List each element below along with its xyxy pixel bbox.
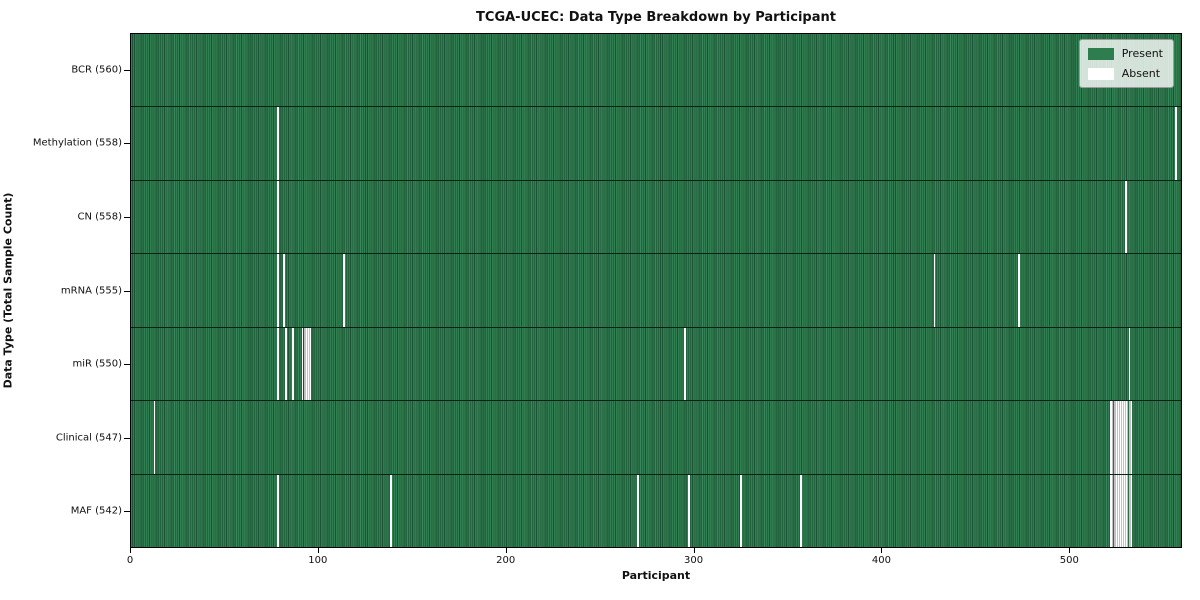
absent-stripe <box>740 474 743 547</box>
absent-stripe <box>1130 401 1133 474</box>
absent-stripe <box>389 474 392 547</box>
absent-stripe <box>1124 180 1127 254</box>
absent-stripe <box>1111 474 1114 547</box>
y-tick-label: miR (550) <box>72 358 122 370</box>
y-axis-label: Data Type (Total Sample Count) <box>1 192 15 389</box>
y-tick-label: MAF (542) <box>70 505 122 517</box>
absent-stripe <box>1121 474 1123 547</box>
x-tick-mark <box>505 548 507 553</box>
heatmap-row-clinical <box>131 401 1181 475</box>
absent-stripe <box>1124 474 1127 547</box>
present-swatch <box>1087 47 1114 60</box>
absent-stripe <box>1111 401 1114 474</box>
absent-stripe <box>1119 401 1121 474</box>
absent-stripe <box>1109 474 1112 547</box>
absent-stripe <box>1128 474 1131 547</box>
y-tick-mark <box>124 511 130 513</box>
heatmap-row-mrna <box>131 254 1181 328</box>
legend-item-present: Present <box>1087 47 1163 60</box>
absent-stripe <box>1119 474 1121 547</box>
absent-stripe <box>277 180 280 254</box>
absent-stripe <box>305 327 308 401</box>
absent-stripe <box>1126 474 1129 547</box>
absent-stripe <box>637 474 640 547</box>
absent-stripe <box>687 474 690 547</box>
absent-stripe <box>277 327 280 401</box>
y-tick-mark <box>124 143 130 145</box>
absent-stripe <box>277 107 280 180</box>
absent-stripe <box>303 327 306 401</box>
absent-stripe <box>1115 401 1118 474</box>
absent-stripe <box>1113 401 1116 474</box>
absent-stripe <box>1117 401 1120 474</box>
absent-stripe <box>1121 401 1123 474</box>
absent-stripe <box>1017 254 1020 327</box>
heatmap-row-methylation <box>131 107 1181 181</box>
chart-title: TCGA-UCEC: Data Type Breakdown by Partic… <box>476 10 836 25</box>
legend-item-absent: Absent <box>1087 67 1163 80</box>
x-tick-label: 200 <box>496 555 516 566</box>
y-tick-mark <box>124 364 130 366</box>
heatmap-row-cn <box>131 180 1181 255</box>
y-tick-label: BCR (560) <box>71 64 122 76</box>
x-tick-mark <box>130 548 131 553</box>
x-axis-label: Participant <box>621 569 691 582</box>
heatmap-row-mir <box>131 327 1181 402</box>
absent-stripe <box>153 401 156 474</box>
heatmap-row-bcr <box>131 34 1181 108</box>
x-tick-mark <box>881 548 883 553</box>
y-tick-label: CN (558) <box>77 211 122 223</box>
absent-stripe <box>684 327 686 401</box>
heatmap-row-maf <box>131 474 1181 547</box>
absent-stripe <box>307 327 310 401</box>
absent-stripe <box>292 327 295 401</box>
absent-stripe <box>1128 401 1131 474</box>
y-tick-label: mRNA (555) <box>60 285 122 296</box>
x-tick-label: 0 <box>126 555 134 566</box>
absent-stripe <box>800 474 803 547</box>
absent-stripe <box>284 327 287 401</box>
absent-stripe <box>282 254 285 327</box>
x-tick-mark <box>1069 548 1071 553</box>
x-tick-mark <box>693 548 695 553</box>
absent-stripe <box>933 254 936 327</box>
legend: Present Absent <box>1078 39 1174 88</box>
absent-stripe <box>1128 327 1131 401</box>
x-tick-label: 500 <box>1059 555 1079 566</box>
absent-stripe <box>1126 401 1129 474</box>
plot-area: Present Absent <box>130 33 1182 548</box>
absent-stripe <box>1117 474 1120 547</box>
y-tick-mark <box>124 216 130 218</box>
absent-stripe <box>1122 474 1125 547</box>
y-tick-mark <box>124 437 130 439</box>
y-tick-mark <box>124 290 130 292</box>
y-tick-mark <box>124 69 130 71</box>
absent-stripe <box>301 327 304 401</box>
absent-stripe <box>1113 474 1116 547</box>
x-tick-label: 100 <box>308 555 328 566</box>
y-tick-label: Methylation (558) <box>32 137 122 149</box>
absent-stripe <box>1115 474 1118 547</box>
absent-stripe <box>277 474 280 547</box>
absent-stripe <box>1175 107 1178 180</box>
y-tick-label: Clinical (547) <box>55 432 122 444</box>
x-tick-mark <box>317 548 319 553</box>
x-tick-label: 400 <box>871 555 891 566</box>
absent-stripe <box>1124 401 1127 474</box>
absent-stripe <box>1130 474 1133 547</box>
x-tick-label: 300 <box>684 555 704 566</box>
absent-stripe <box>342 254 345 327</box>
absent-swatch <box>1087 67 1114 80</box>
absent-stripe <box>309 327 311 401</box>
legend-label-absent: Absent <box>1121 67 1161 80</box>
legend-label-present: Present <box>1121 47 1163 60</box>
absent-stripe <box>1122 401 1125 474</box>
heatmap-rows <box>131 34 1181 547</box>
absent-stripe <box>1109 401 1112 474</box>
absent-stripe <box>277 254 280 327</box>
